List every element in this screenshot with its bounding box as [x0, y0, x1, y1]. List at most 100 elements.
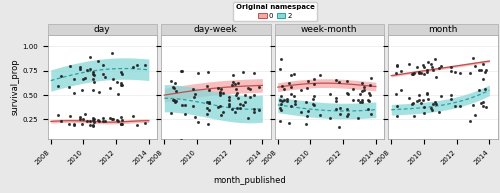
Point — [332, 100, 340, 103]
Point — [70, 122, 78, 125]
Y-axis label: survival_prop: survival_prop — [10, 58, 19, 115]
Text: day-week: day-week — [194, 25, 238, 34]
Point — [216, 91, 224, 94]
Point — [429, 102, 437, 105]
Point — [172, 100, 180, 103]
Point — [393, 64, 401, 67]
Point — [57, 74, 65, 77]
Point — [475, 88, 483, 91]
Point — [99, 117, 107, 120]
Point — [89, 119, 97, 122]
Point — [475, 68, 483, 71]
Point — [366, 93, 374, 96]
Point — [117, 84, 125, 87]
Point — [420, 106, 428, 109]
Point — [309, 98, 317, 101]
Point — [242, 94, 250, 97]
Point — [182, 113, 190, 116]
Point — [89, 123, 97, 126]
Point — [478, 102, 486, 105]
Point — [276, 106, 284, 109]
Point — [204, 123, 212, 126]
Point — [481, 71, 489, 74]
Point — [170, 85, 177, 88]
Point — [94, 119, 102, 122]
Point — [344, 113, 352, 116]
Point — [239, 103, 247, 106]
Point — [277, 109, 285, 112]
Point — [478, 100, 486, 103]
Point — [228, 84, 236, 87]
Point — [246, 88, 254, 91]
Point — [302, 100, 310, 103]
Point — [414, 65, 422, 68]
Point — [225, 105, 233, 108]
Legend: 0, 2: 0, 2 — [234, 2, 316, 21]
Point — [287, 74, 295, 77]
Point — [76, 68, 84, 71]
Point — [114, 80, 122, 83]
Point — [54, 85, 62, 88]
Point — [354, 116, 362, 119]
Point — [194, 71, 202, 74]
Point — [479, 105, 487, 108]
Point — [228, 107, 236, 110]
Point — [190, 95, 198, 98]
Point — [416, 72, 424, 75]
Point — [354, 99, 362, 102]
Text: month_published: month_published — [214, 176, 286, 185]
Point — [250, 107, 258, 110]
Point — [278, 99, 286, 102]
Point — [358, 100, 366, 103]
Point — [364, 108, 372, 111]
Point — [368, 76, 376, 79]
Point — [280, 87, 288, 90]
Point — [117, 122, 125, 125]
Point — [310, 103, 318, 107]
Point — [90, 117, 98, 120]
Point — [70, 78, 78, 81]
Point — [428, 109, 436, 112]
Point — [178, 103, 186, 107]
Point — [302, 122, 310, 125]
Point — [420, 111, 428, 114]
Point — [410, 114, 418, 117]
Point — [114, 93, 122, 96]
Point — [482, 68, 490, 71]
Point — [404, 63, 412, 66]
Point — [437, 64, 445, 68]
Point — [423, 71, 431, 74]
Point — [100, 119, 108, 122]
Point — [326, 92, 334, 96]
Point — [316, 74, 324, 77]
Point — [277, 57, 285, 60]
Point — [358, 89, 366, 92]
Point — [291, 100, 299, 103]
Point — [106, 86, 114, 89]
Point — [417, 101, 425, 104]
Point — [232, 87, 240, 90]
Point — [70, 124, 78, 127]
Point — [448, 94, 456, 97]
Point — [244, 87, 252, 90]
Point — [336, 125, 344, 128]
Point — [79, 77, 87, 80]
Point — [432, 103, 440, 106]
Bar — [161, 24, 270, 35]
Point — [194, 120, 202, 124]
Point — [447, 98, 455, 101]
Point — [416, 98, 424, 102]
Text: day: day — [94, 25, 110, 34]
Point — [336, 113, 344, 116]
Point — [451, 70, 459, 73]
Point — [76, 118, 84, 121]
Point — [393, 105, 401, 108]
Point — [214, 87, 222, 90]
Point — [170, 101, 178, 104]
Point — [288, 86, 296, 89]
Point — [114, 120, 122, 123]
Point — [65, 85, 73, 88]
Point — [358, 99, 366, 102]
Point — [364, 99, 372, 102]
Point — [431, 58, 439, 61]
